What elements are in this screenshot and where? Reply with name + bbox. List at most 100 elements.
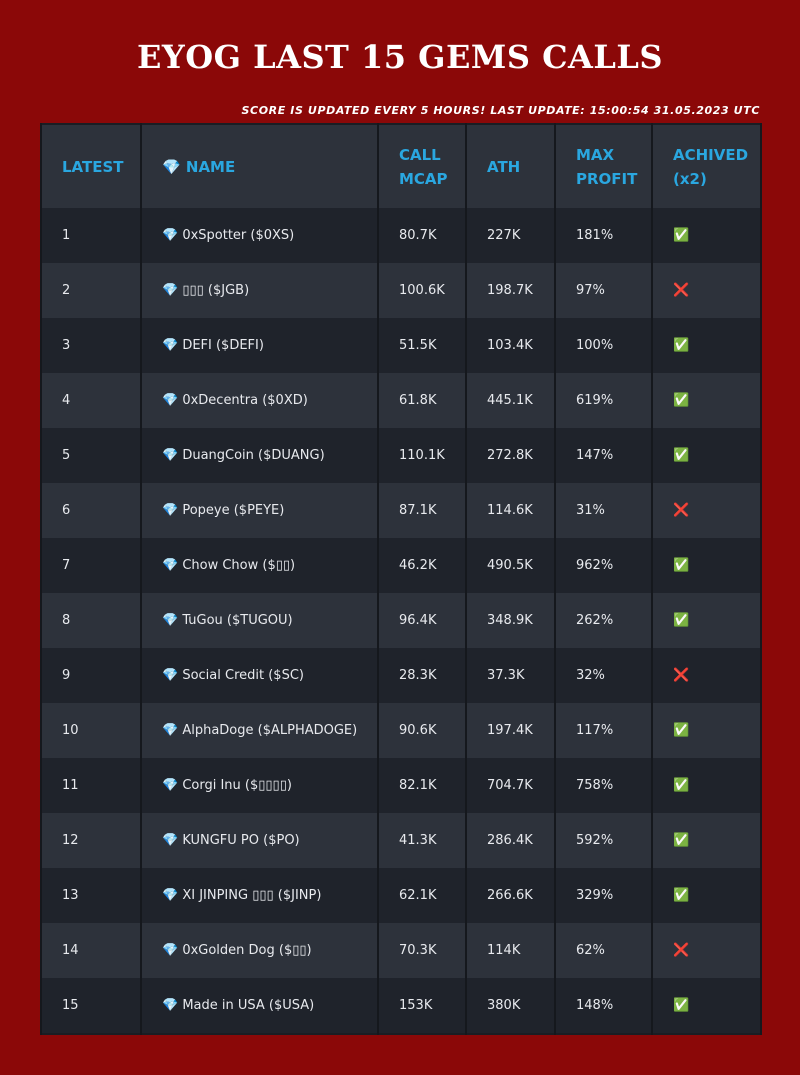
- table-cell: 197.4K: [465, 703, 556, 758]
- table-cell: 💎 AlphaDoge ($ALPHADOGE): [140, 703, 379, 758]
- table-cell: 💎 Popeye ($PEYE): [140, 483, 379, 538]
- table-cell: 41.3K: [377, 813, 467, 868]
- table-cell: 704.7K: [465, 758, 556, 813]
- table-row: 15 💎 Made in USA ($USA) 153K 380K 148% ✅: [40, 978, 762, 1034]
- table-body: 1 💎 0xSpotter ($0XS) 80.7K 227K 181% ✅ 2 💎 ▯▯▯ …: [40, 208, 762, 1034]
- table-cell: 348.9K: [465, 593, 556, 648]
- table-cell: 100%: [554, 318, 653, 373]
- table-cell: 61.8K: [377, 373, 467, 428]
- table-cell: 12: [40, 813, 142, 868]
- table-cell: 1: [40, 208, 142, 263]
- table-cell: 10: [40, 703, 142, 758]
- table-cell: 147%: [554, 428, 653, 483]
- table-row: 13 💎 XI JINPING ▯▯▯ ($JINP) 62.1K 266.6K 329…: [40, 868, 762, 923]
- table-cell: 6: [40, 483, 142, 538]
- table-row: 4 💎 0xDecentra ($0XD) 61.8K 445.1K 619% ✅: [40, 373, 762, 428]
- table-cell: 117%: [554, 703, 653, 758]
- table-row: 6 💎 Popeye ($PEYE) 87.1K 114.6K 31% ❌: [40, 483, 762, 538]
- table-cell: 💎 DuangCoin ($DUANG): [140, 428, 379, 483]
- table-cell: 87.1K: [377, 483, 467, 538]
- table-row: 11 💎 Corgi Inu ($▯▯▯▯) 82.1K 704.7K 758% ✅: [40, 758, 762, 813]
- table-cell: 62%: [554, 923, 653, 978]
- table-cell: 5: [40, 428, 142, 483]
- table-cell: ✅: [651, 208, 762, 263]
- table-cell: ✅: [651, 428, 762, 483]
- table-cell: 272.8K: [465, 428, 556, 483]
- column-header: 💎 NAME: [140, 124, 379, 208]
- table-cell: 💎 XI JINPING ▯▯▯ ($JINP): [140, 868, 379, 923]
- table-cell: 148%: [554, 978, 653, 1034]
- table-cell: 445.1K: [465, 373, 556, 428]
- table-cell: 962%: [554, 538, 653, 593]
- table-cell: 380K: [465, 978, 556, 1034]
- column-header: CALL MCAP: [377, 124, 467, 208]
- table-cell: 💎 Chow Chow ($▯▯): [140, 538, 379, 593]
- table-cell: 32%: [554, 648, 653, 703]
- update-note: SCORE IS UPDATED EVERY 5 HOURS! LAST UPD…: [241, 104, 760, 117]
- table-cell: ✅: [651, 868, 762, 923]
- table-cell: ✅: [651, 813, 762, 868]
- table-cell: 15: [40, 978, 142, 1034]
- table-cell: 14: [40, 923, 142, 978]
- table-row: 9 💎 Social Credit ($SC) 28.3K 37.3K 32% ❌: [40, 648, 762, 703]
- table-cell: 💎 Made in USA ($USA): [140, 978, 379, 1034]
- table-row: 8 💎 TuGou ($TUGOU) 96.4K 348.9K 262% ✅: [40, 593, 762, 648]
- table-cell: 💎 Social Credit ($SC): [140, 648, 379, 703]
- table-cell: 💎 Corgi Inu ($▯▯▯▯): [140, 758, 379, 813]
- table-cell: 90.6K: [377, 703, 467, 758]
- table-cell: 153K: [377, 978, 467, 1034]
- table-cell: 103.4K: [465, 318, 556, 373]
- table-cell: 262%: [554, 593, 653, 648]
- table-cell: 2: [40, 263, 142, 318]
- table-row: 1 💎 0xSpotter ($0XS) 80.7K 227K 181% ✅: [40, 208, 762, 263]
- table-cell: 110.1K: [377, 428, 467, 483]
- table-cell: 13: [40, 868, 142, 923]
- table-cell: 286.4K: [465, 813, 556, 868]
- table-cell: ✅: [651, 318, 762, 373]
- table-cell: 97%: [554, 263, 653, 318]
- table-cell: 💎 0xGolden Dog ($▯▯): [140, 923, 379, 978]
- table-row: 2 💎 ▯▯▯ ($JGB) 100.6K 198.7K 97% ❌: [40, 263, 762, 318]
- table-cell: 80.7K: [377, 208, 467, 263]
- table-row: 3 💎 DEFI ($DEFI) 51.5K 103.4K 100% ✅: [40, 318, 762, 373]
- table-cell: 31%: [554, 483, 653, 538]
- table-cell: 114K: [465, 923, 556, 978]
- table-row: 5 💎 DuangCoin ($DUANG) 110.1K 272.8K 147% ✅: [40, 428, 762, 483]
- table-cell: ✅: [651, 758, 762, 813]
- table-cell: 490.5K: [465, 538, 556, 593]
- column-header: ACHIVED (x2): [651, 124, 762, 208]
- column-header: ATH: [465, 124, 556, 208]
- table-cell: 37.3K: [465, 648, 556, 703]
- table-cell: 619%: [554, 373, 653, 428]
- table-cell: ✅: [651, 593, 762, 648]
- table-cell: 227K: [465, 208, 556, 263]
- table-cell: 8: [40, 593, 142, 648]
- table-cell: 7: [40, 538, 142, 593]
- table-cell: ✅: [651, 373, 762, 428]
- column-header: MAX PROFIT: [554, 124, 653, 208]
- table-row: 7 💎 Chow Chow ($▯▯) 46.2K 490.5K 962% ✅: [40, 538, 762, 593]
- table-cell: 💎 DEFI ($DEFI): [140, 318, 379, 373]
- table-cell: ✅: [651, 538, 762, 593]
- table-cell: 198.7K: [465, 263, 556, 318]
- table-cell: 💎 TuGou ($TUGOU): [140, 593, 379, 648]
- page-title: EYOG LAST 15 GEMS CALLS: [137, 38, 663, 76]
- table-row: 12 💎 KUNGFU PO ($PO) 41.3K 286.4K 592% ✅: [40, 813, 762, 868]
- table-cell: ❌: [651, 263, 762, 318]
- table-cell: 758%: [554, 758, 653, 813]
- gems-table: LATEST 💎 NAME CALL MCAP ATH MAX PROFIT ACHIVE…: [40, 123, 762, 1035]
- table-cell: 51.5K: [377, 318, 467, 373]
- table-cell: 100.6K: [377, 263, 467, 318]
- table-row: 14 💎 0xGolden Dog ($▯▯) 70.3K 114K 62% ❌: [40, 923, 762, 978]
- table-row: 10 💎 AlphaDoge ($ALPHADOGE) 90.6K 197.4K 117…: [40, 703, 762, 758]
- table-cell: 96.4K: [377, 593, 467, 648]
- table-cell: 💎 0xSpotter ($0XS): [140, 208, 379, 263]
- table-cell: 3: [40, 318, 142, 373]
- header-row: LATEST 💎 NAME CALL MCAP ATH MAX PROFIT ACHIVE…: [40, 124, 762, 208]
- table-cell: 11: [40, 758, 142, 813]
- table-cell: 4: [40, 373, 142, 428]
- table-cell: ❌: [651, 648, 762, 703]
- table-cell: 💎 KUNGFU PO ($PO): [140, 813, 379, 868]
- table-cell: 82.1K: [377, 758, 467, 813]
